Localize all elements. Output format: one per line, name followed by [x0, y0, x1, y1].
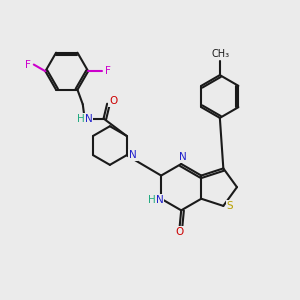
Text: N: N — [129, 150, 137, 160]
Text: N: N — [85, 114, 93, 124]
Text: O: O — [109, 96, 117, 106]
Text: O: O — [176, 227, 184, 237]
Text: CH₃: CH₃ — [212, 49, 230, 59]
Text: N: N — [179, 152, 187, 162]
Text: N: N — [156, 195, 164, 205]
Text: H: H — [77, 114, 85, 124]
Text: S: S — [226, 201, 233, 211]
Text: H: H — [148, 195, 156, 205]
Text: F: F — [105, 66, 110, 76]
Text: F: F — [25, 59, 31, 70]
